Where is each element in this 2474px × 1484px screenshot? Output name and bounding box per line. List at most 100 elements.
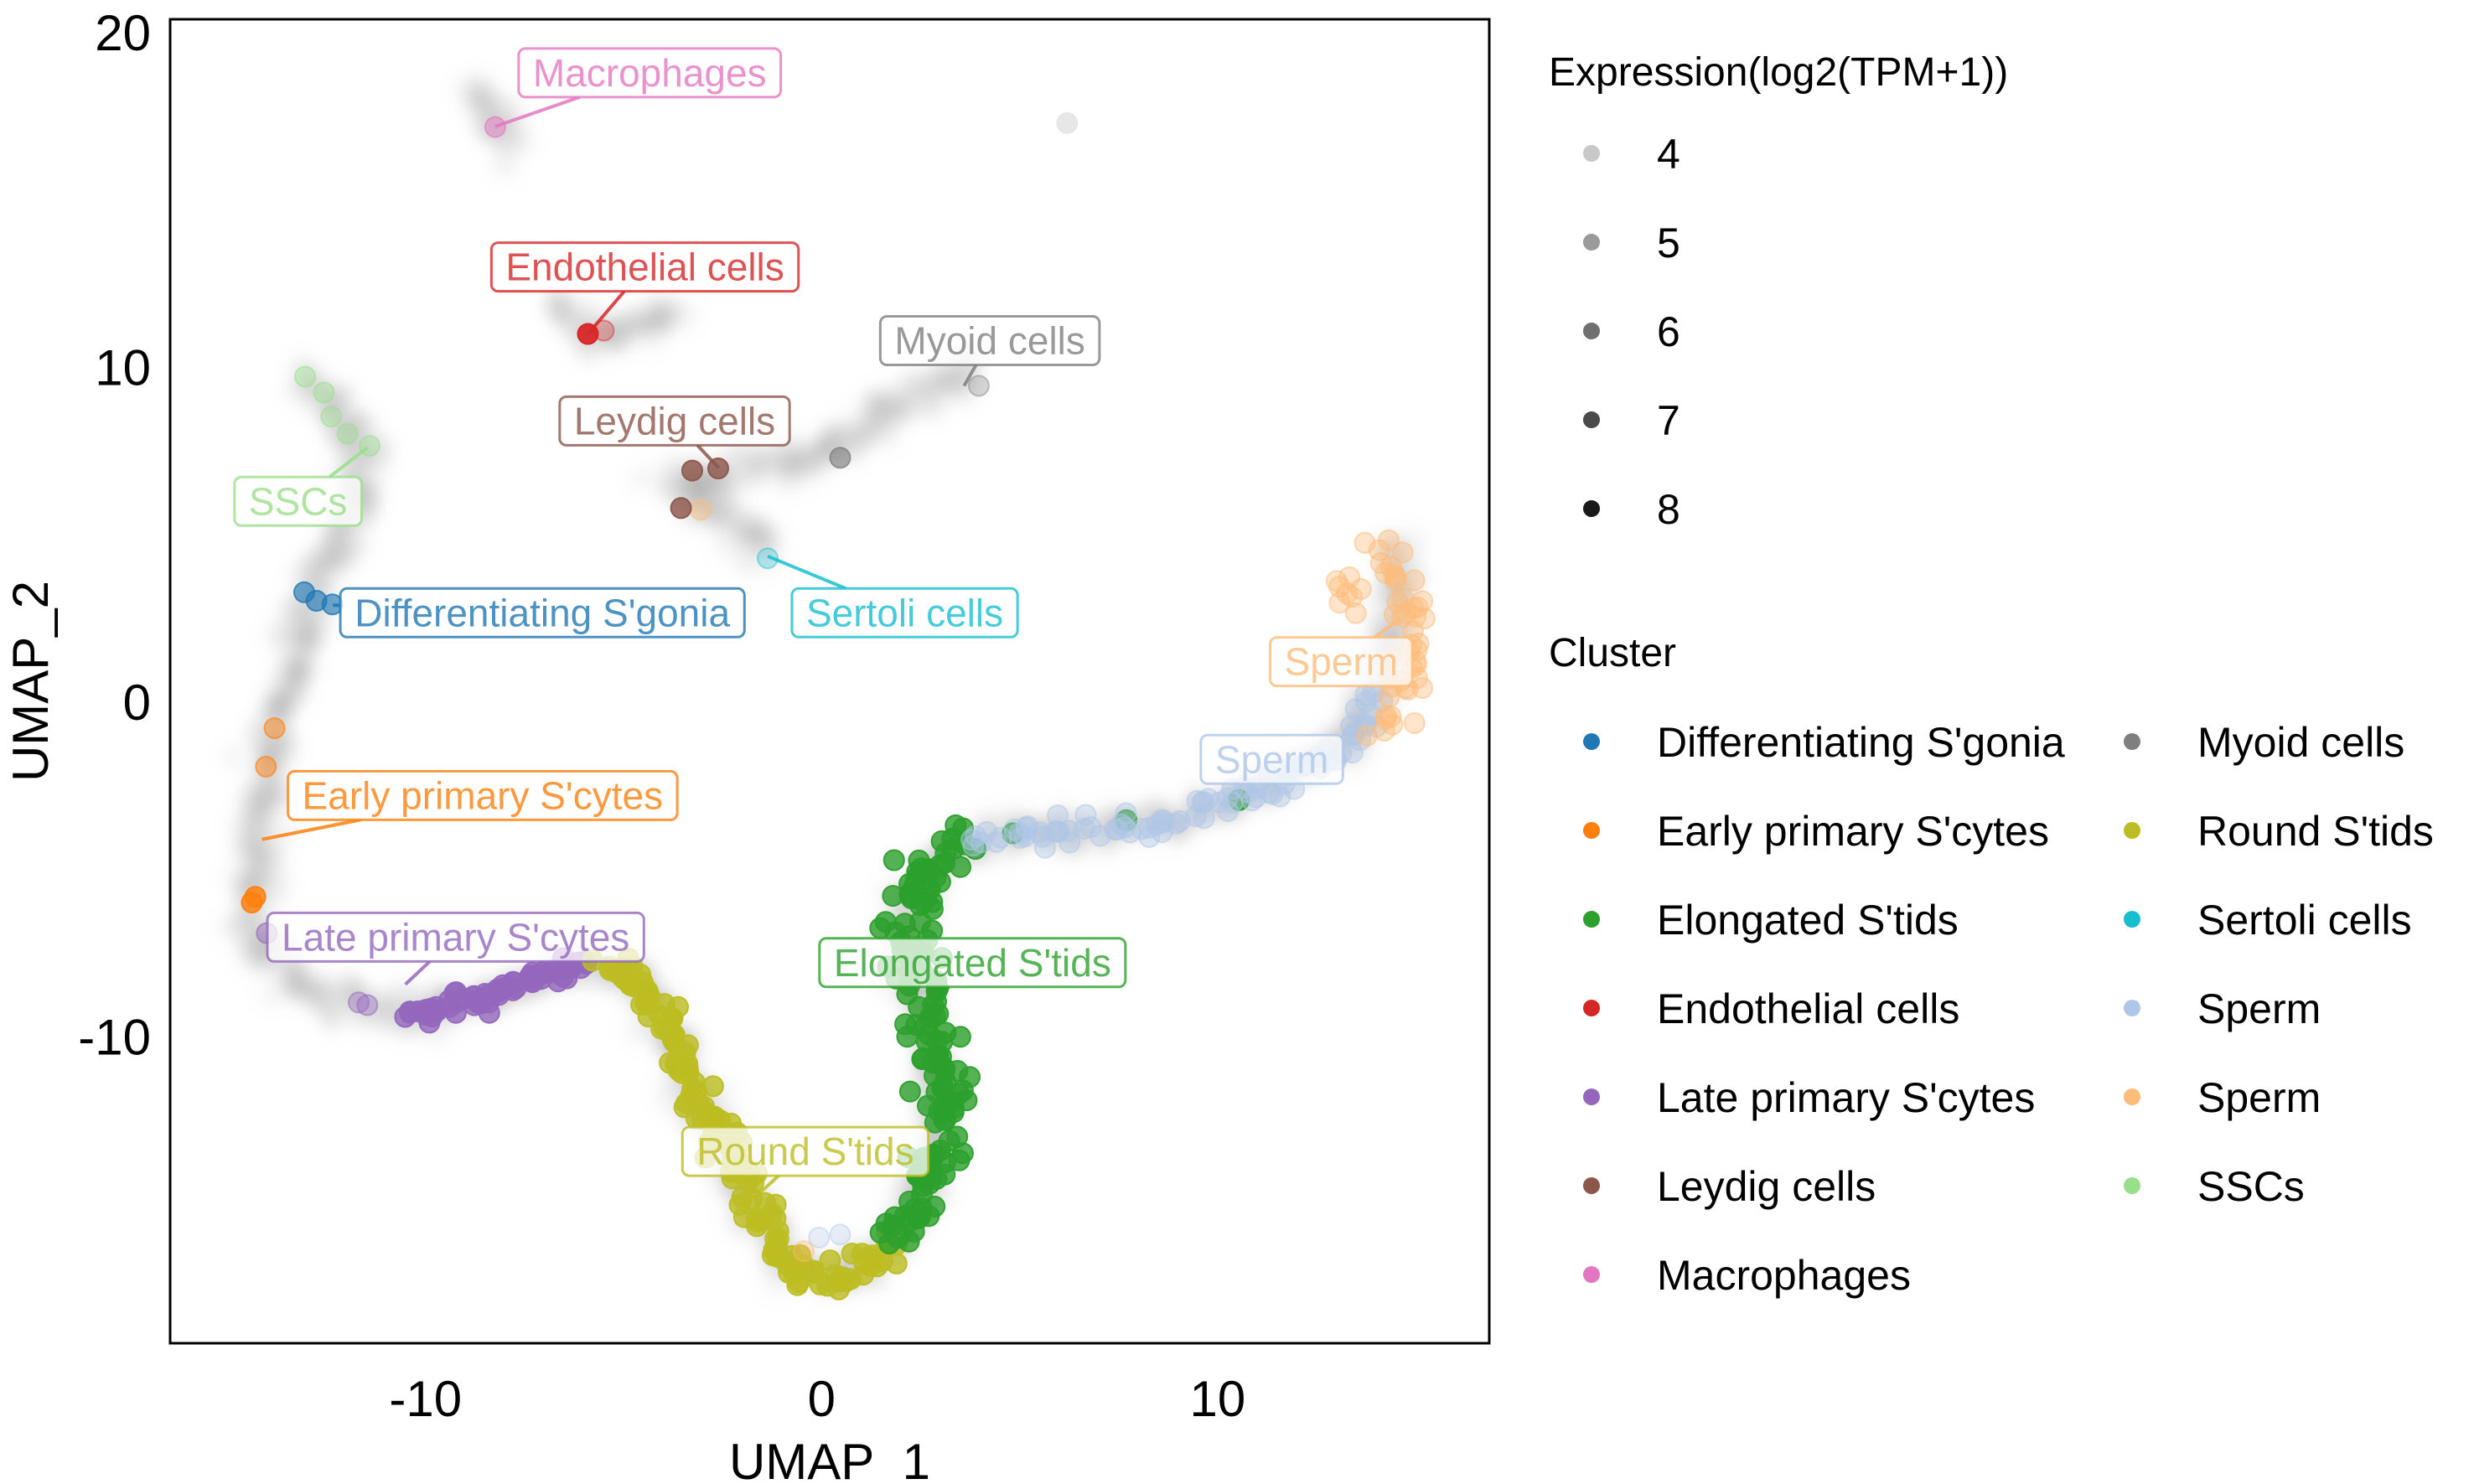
cell-point-leydig [681, 459, 703, 482]
cell-point-sperm-orange [1403, 711, 1426, 734]
annotation-label-text: Round S'tids [696, 1130, 914, 1173]
legend-cluster-item-sscs: SSCs [2124, 1163, 2305, 1210]
x-axis-title: UMAP_1 [729, 1434, 930, 1484]
cell-point-sperm-orange [1344, 602, 1367, 624]
cell-point-elongated [948, 1149, 970, 1171]
cell-point-sperm-orange [1341, 586, 1364, 608]
cell-point-sperm-blue [1058, 831, 1081, 854]
cell-point-elongated [874, 911, 897, 933]
legend-cluster-marker [1583, 822, 1600, 839]
cell-point-sperm-orange [1378, 685, 1400, 708]
annotation-leader-line [696, 444, 720, 469]
cell-point-myoid [829, 447, 851, 469]
legend-expression-item: 8 [1583, 486, 1680, 533]
legend-cluster-item-sperm: Sperm [2124, 985, 2321, 1032]
cell-point-sperm-blue [1115, 802, 1137, 825]
background-cell-point [273, 721, 301, 749]
cell-point-sscs [313, 381, 335, 404]
annotation-leader-line [1374, 618, 1401, 639]
cell-point-early-scytes [241, 892, 263, 913]
legend-expression-label: 5 [1657, 220, 1680, 266]
annotation-differentiating-s-gonia-diff-sgonia: Differentiating S'gonia [333, 587, 746, 639]
cell-point-sperm-orange [1403, 569, 1426, 592]
annotation-label-box [790, 587, 1019, 639]
cell-point-sscs [294, 365, 317, 388]
cell-point-sperm-blue [1221, 791, 1244, 814]
background-cell-point [755, 535, 783, 563]
annotation-label-text: Early primary S'cytes [303, 773, 664, 817]
annotation-elongated-s-tids-elongated: Elongated S'tids [818, 937, 1127, 1016]
legend-cluster-marker [2124, 911, 2140, 928]
annotation-label-box [233, 475, 363, 527]
cell-point-sperm-orange [1328, 592, 1351, 614]
annotation-leader-line [586, 290, 626, 335]
legend-cluster-marker [1583, 1000, 1600, 1016]
legend-expression-marker [1583, 145, 1600, 162]
cell-point-elongated [949, 1026, 971, 1048]
cell-point-early-scytes [255, 755, 277, 778]
cell-point-sperm-blue [1017, 815, 1039, 838]
cell-point-elongated [898, 1080, 921, 1103]
annotation-endothelial-cells-endothelial: Endothelial cells [489, 241, 800, 335]
legend-cluster-item-sertoli-cells: Sertoli cells [2124, 897, 2412, 944]
legend-cluster-marker [1583, 911, 1600, 928]
cell-point-late-scytes [348, 991, 370, 1014]
annotation-label-text: Sperm [1285, 640, 1398, 684]
legend-cluster-label: Sperm [2197, 985, 2321, 1032]
annotation-leydig-cells-leydig: Leydig cells [558, 395, 791, 469]
legend-cluster-marker [1583, 1088, 1600, 1105]
cell-point-sperm-orange [1395, 602, 1417, 624]
legend-expression-title: Expression(log2(TPM+1)) [1549, 50, 2008, 95]
cell-point-sperm-orange [1373, 720, 1395, 742]
legend-expression-label: 4 [1657, 131, 1680, 178]
y-tick-label: 10 [95, 339, 151, 396]
cell-point-sperm-blue [1245, 786, 1267, 809]
legend-cluster-title: Cluster [1549, 631, 1676, 675]
annotation-label-box [681, 1125, 930, 1177]
legend-cluster-item-late-primary-s-cytes: Late primary S'cytes [1583, 1074, 2035, 1121]
legend-cluster-marker [1583, 733, 1600, 750]
legend-cluster-marker [2124, 733, 2140, 750]
x-tick-label: 10 [1189, 1371, 1245, 1427]
legend-expression-marker [1583, 411, 1600, 428]
legend: Expression(log2(TPM+1)) 4 5 6 7 8 Cluster Di… [1549, 50, 2434, 1299]
legend-cluster-items: Differentiating S'gonia Early primary S'c… [1583, 719, 2434, 1299]
legend-expression-label: 8 [1657, 486, 1680, 533]
annotation-label-text: Sperm [1215, 737, 1328, 781]
background-cell-point [491, 155, 519, 183]
cell-point-sperm-blue [1138, 816, 1161, 839]
legend-cluster-item-myoid-cells: Myoid cells [2124, 719, 2404, 766]
legend-cluster-label: Myoid cells [2197, 719, 2404, 766]
legend-expression-item: 6 [1583, 308, 1680, 355]
annotation-label-box [818, 937, 1127, 989]
annotation-label-text: Myoid cells [894, 319, 1085, 363]
y-tick-label: -10 [78, 1009, 151, 1065]
legend-cluster-marker [2124, 1088, 2140, 1105]
x-axis: -10 0 10 [389, 1371, 1245, 1427]
legend-cluster-marker [1583, 1177, 1600, 1194]
legend-expression-item: 7 [1583, 397, 1680, 444]
legend-expression-items: 4 5 6 7 8 [1583, 131, 1680, 533]
cell-point-sperm-blue [1074, 804, 1097, 826]
cell-point-sperm-blue [1165, 812, 1188, 835]
cell-point-sertoli [757, 547, 779, 570]
cell-point-sperm-blue [808, 1227, 831, 1249]
background-cell-point [261, 886, 288, 913]
annotation-label-box [1199, 733, 1344, 785]
legend-cluster-marker [1583, 1266, 1600, 1283]
cell-point-elongated [952, 817, 975, 840]
legend-cluster-label: Late primary S'cytes [1657, 1074, 2035, 1121]
annotation-label-box [878, 315, 1101, 367]
x-tick-label: -10 [389, 1371, 462, 1427]
annotation-sertoli-cells-sertoli: Sertoli cells [767, 554, 1019, 639]
legend-cluster-item-sperm: Sperm [2124, 1074, 2321, 1121]
cell-point-macrophages [484, 116, 506, 138]
background-cell-point [628, 465, 655, 493]
cell-point-sperm-blue [976, 820, 998, 843]
cell-point-elongated [882, 849, 905, 871]
cell-point-elongated [910, 1197, 933, 1220]
cell-point-sperm-blue [1354, 684, 1377, 706]
legend-expression-label: 7 [1657, 397, 1680, 444]
cell-point-sperm-orange [1355, 724, 1378, 747]
